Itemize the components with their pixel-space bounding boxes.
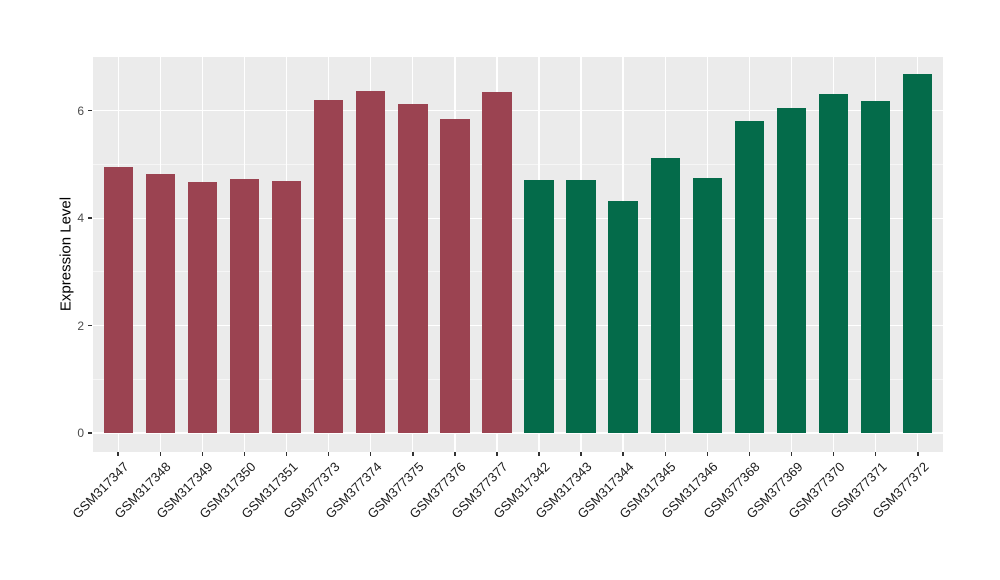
bar-GSM317342 bbox=[524, 180, 554, 434]
y-tick-label: 4 bbox=[77, 211, 84, 226]
bar-GSM317344 bbox=[608, 201, 638, 434]
major-gridline bbox=[93, 325, 943, 327]
bar-GSM317345 bbox=[650, 158, 680, 434]
y-tick-mark bbox=[88, 324, 92, 327]
y-tick-mark bbox=[88, 109, 92, 112]
x-tick-mark bbox=[369, 452, 372, 456]
x-tick-mark bbox=[538, 452, 540, 456]
x-tick-mark bbox=[327, 452, 330, 456]
major-gridline bbox=[93, 110, 943, 112]
major-gridline bbox=[93, 432, 943, 434]
y-tick-label: 0 bbox=[77, 426, 84, 441]
x-tick-mark bbox=[454, 452, 456, 456]
y-tick-label: 6 bbox=[77, 103, 84, 118]
bar-GSM377369 bbox=[776, 108, 807, 434]
bar-GSM377373 bbox=[313, 99, 344, 434]
bar-GSM317350 bbox=[229, 178, 260, 434]
x-tick-mark bbox=[285, 452, 288, 456]
bar-GSM377370 bbox=[818, 93, 849, 434]
bar-GSM377371 bbox=[860, 100, 891, 434]
x-tick-mark bbox=[201, 452, 204, 456]
x-tick-mark bbox=[622, 452, 624, 456]
y-tick-mark bbox=[88, 217, 92, 219]
bar-GSM377377 bbox=[482, 92, 512, 434]
x-tick-mark bbox=[917, 452, 919, 456]
major-gridline bbox=[93, 217, 943, 219]
y-tick-mark bbox=[88, 432, 92, 434]
bar-GSM317351 bbox=[271, 180, 302, 434]
x-tick-mark bbox=[790, 452, 793, 456]
minor-gridline bbox=[93, 271, 943, 273]
x-tick-mark bbox=[664, 452, 667, 456]
bar-GSM317347 bbox=[103, 167, 133, 434]
bar-GSM317349 bbox=[187, 182, 218, 434]
bar-GSM317343 bbox=[566, 179, 596, 434]
bar-GSM377376 bbox=[440, 119, 470, 434]
minor-gridline bbox=[93, 163, 943, 165]
x-tick-mark bbox=[706, 452, 709, 456]
x-tick-mark bbox=[159, 452, 162, 456]
x-tick-mark bbox=[412, 452, 414, 456]
x-tick-mark bbox=[748, 452, 751, 456]
y-tick-label: 2 bbox=[77, 318, 84, 333]
minor-gridline bbox=[93, 378, 943, 380]
bar-GSM377374 bbox=[355, 90, 386, 434]
x-tick-mark bbox=[496, 452, 498, 456]
x-tick-mark bbox=[580, 452, 582, 456]
plot-panel bbox=[93, 57, 943, 452]
x-tick-mark bbox=[243, 452, 246, 456]
x-tick-mark bbox=[832, 452, 835, 456]
bar-GSM317348 bbox=[145, 174, 176, 434]
bar-GSM377372 bbox=[903, 74, 933, 434]
bar-GSM377375 bbox=[398, 103, 428, 434]
bar-GSM317346 bbox=[692, 178, 723, 434]
x-tick-mark bbox=[874, 452, 877, 456]
bar-GSM377368 bbox=[734, 120, 765, 434]
x-tick-mark bbox=[117, 452, 119, 456]
